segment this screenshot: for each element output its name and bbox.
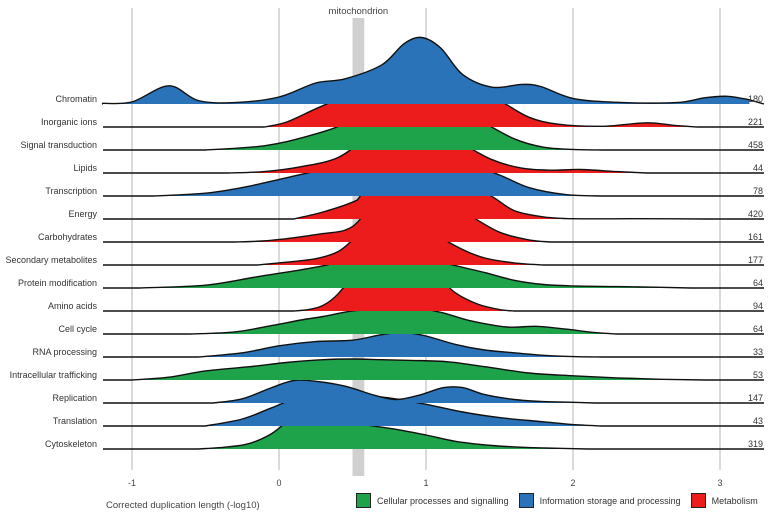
row-label-intracellular-trafficking: Intracellular trafficking	[10, 370, 97, 380]
row-label-inorganic-ions: Inorganic ions	[41, 117, 98, 127]
row-label-energy: Energy	[68, 209, 97, 219]
row-count-replication: 147	[748, 393, 763, 403]
x-tick-label: 1	[423, 478, 428, 488]
legend-item-metabolism: Metabolism	[690, 493, 758, 508]
legend-label-information: Information storage and processing	[539, 495, 681, 506]
row-count-cytoskeleton: 319	[748, 439, 763, 449]
row-count-energy: 420	[748, 209, 763, 219]
row-label-chromatin: Chromatin	[55, 94, 97, 104]
row-count-intracellular-trafficking: 53	[753, 370, 763, 380]
ridge-fill-replication	[212, 380, 596, 403]
ridge-outline-chromatin	[101, 36, 765, 105]
row-label-signal-transduction: Signal transduction	[20, 140, 97, 150]
row-count-translation: 43	[753, 416, 763, 426]
ridge-fill-transcription	[154, 161, 603, 196]
row-count-inorganic-ions: 221	[748, 117, 763, 127]
legend-swatch-information	[518, 493, 534, 508]
x-axis-label: Corrected duplication length (-log10)	[106, 500, 260, 511]
ridge-intracellular-trafficking	[103, 358, 764, 381]
highlight-label: mitochondrion	[329, 6, 389, 17]
ridge-fill-chromatin	[102, 37, 750, 104]
row-count-secondary-metabolites: 177	[748, 255, 763, 265]
legend-swatch-cellular	[356, 493, 371, 508]
row-count-lipids: 44	[753, 163, 763, 173]
row-label-amino-acids: Amino acids	[48, 301, 98, 311]
ridge-replication	[103, 379, 764, 404]
row-count-transcription: 78	[753, 186, 763, 196]
row-count-cell-cycle: 64	[753, 324, 763, 334]
ridge-outline-translation	[103, 392, 764, 427]
row-label-carbohydrates: Carbohydrates	[38, 232, 98, 242]
ridge-fill-protein-modification	[139, 253, 691, 288]
row-label-cytoskeleton: Cytoskeleton	[45, 439, 97, 449]
row-label-lipids: Lipids	[73, 163, 97, 173]
row-count-amino-acids: 94	[753, 301, 763, 311]
ridge-outline-intracellular-trafficking	[103, 358, 764, 381]
ridges	[101, 36, 765, 450]
x-tick-label: 0	[276, 478, 281, 488]
row-label-transcription: Transcription	[45, 186, 97, 196]
legend-item-information: Information storage and processing	[518, 493, 681, 508]
legend-swatch-metabolism	[690, 493, 706, 508]
ridge-outline-replication	[103, 379, 764, 404]
legend: Cellular processes and signalling Inform…	[356, 493, 758, 508]
row-label-rna-processing: RNA processing	[32, 347, 97, 357]
x-tick-label: 3	[717, 478, 722, 488]
row-count-chromatin: 180	[748, 94, 763, 104]
legend-item-cellular: Cellular processes and signalling	[356, 493, 509, 508]
row-label-replication: Replication	[52, 393, 97, 403]
x-axis: -1 0 1 2 3 Corrected duplication length (-log…	[106, 478, 723, 511]
ridge-fill-rna-processing	[198, 332, 603, 357]
x-tick-label: -1	[128, 478, 136, 488]
row-count-rna-processing: 33	[753, 347, 763, 357]
legend-label-cellular: Cellular processes and signalling	[377, 495, 509, 506]
ridge-rna-processing	[103, 331, 764, 358]
row-labels: Cytoskeleton 319 Translation 43 Replication 1…	[5, 94, 763, 449]
row-count-carbohydrates: 161	[748, 232, 763, 242]
row-count-protein-modification: 64	[753, 278, 763, 288]
row-count-signal-transduction: 458	[748, 140, 763, 150]
ridge-chromatin	[101, 36, 765, 105]
legend-label-metabolism: Metabolism	[711, 495, 758, 506]
row-label-protein-modification: Protein modification	[18, 278, 97, 288]
x-tick-label: 2	[570, 478, 575, 488]
row-label-secondary-metabolites: Secondary metabolites	[5, 255, 97, 265]
row-label-cell-cycle: Cell cycle	[58, 324, 97, 334]
row-label-translation: Translation	[53, 416, 97, 426]
